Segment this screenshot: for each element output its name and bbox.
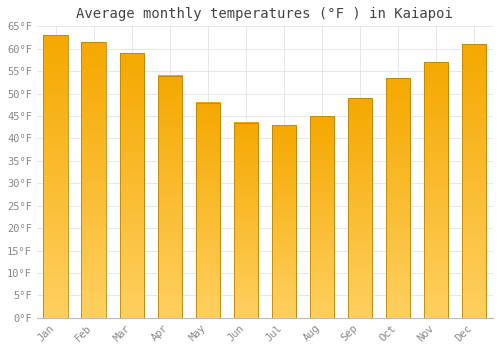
- Bar: [44, 35, 68, 318]
- Bar: [120, 53, 144, 318]
- Bar: [424, 62, 448, 318]
- Bar: [82, 42, 106, 318]
- Bar: [462, 44, 486, 318]
- Bar: [272, 125, 296, 318]
- Bar: [348, 98, 372, 318]
- Bar: [158, 76, 182, 318]
- Bar: [234, 123, 258, 318]
- Bar: [386, 78, 410, 318]
- Title: Average monthly temperatures (°F ) in Kaiapoi: Average monthly temperatures (°F ) in Ka…: [76, 7, 454, 21]
- Bar: [310, 116, 334, 318]
- Bar: [196, 103, 220, 318]
